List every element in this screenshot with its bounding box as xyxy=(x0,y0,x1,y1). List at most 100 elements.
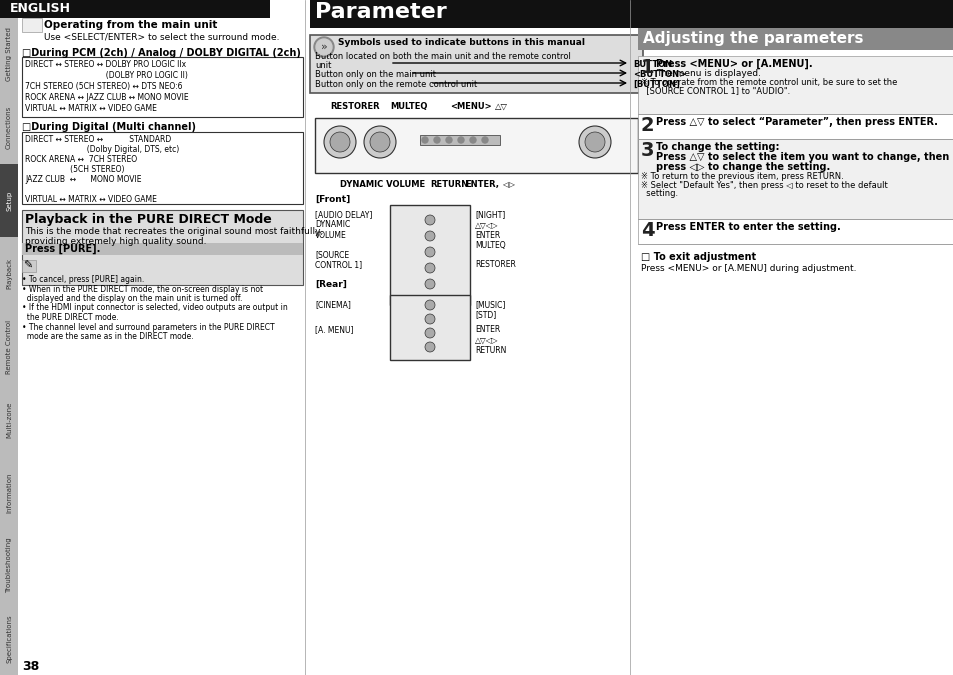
Text: Press <MENU> or [A.MENU].: Press <MENU> or [A.MENU]. xyxy=(656,59,812,70)
Text: Button only on the remote control unit: Button only on the remote control unit xyxy=(314,80,476,89)
Circle shape xyxy=(424,231,435,241)
Circle shape xyxy=(315,39,332,55)
Text: △▽: △▽ xyxy=(495,102,507,111)
Text: • To cancel, press [PURE] again.: • To cancel, press [PURE] again. xyxy=(22,275,144,284)
Text: Connections: Connections xyxy=(6,106,12,149)
Text: <BUTTON>: <BUTTON> xyxy=(633,70,685,79)
Text: ※ To return to the previous item, press RETURN.: ※ To return to the previous item, press … xyxy=(640,172,842,181)
Bar xyxy=(0,164,18,237)
Text: To change the setting:: To change the setting: xyxy=(656,142,779,152)
Text: mode are the same as in the DIRECT mode.: mode are the same as in the DIRECT mode. xyxy=(22,332,193,341)
Text: ※ Select "Default Yes", then press ◁ to reset to the default: ※ Select "Default Yes", then press ◁ to … xyxy=(640,180,887,190)
Circle shape xyxy=(584,132,604,152)
Text: ROCK ARENA ↔  7CH STEREO: ROCK ARENA ↔ 7CH STEREO xyxy=(25,155,137,164)
Text: 1: 1 xyxy=(640,58,654,77)
Bar xyxy=(310,0,644,28)
Circle shape xyxy=(424,328,435,338)
Bar xyxy=(0,602,18,675)
Circle shape xyxy=(457,137,463,143)
Text: Press ENTER to enter the setting.: Press ENTER to enter the setting. xyxy=(656,222,840,232)
Bar xyxy=(22,18,42,32)
Bar xyxy=(22,243,303,255)
Circle shape xyxy=(578,126,610,158)
Text: [Rear]: [Rear] xyxy=(314,280,347,289)
Text: Symbols used to indicate buttons in this manual: Symbols used to indicate buttons in this… xyxy=(337,38,584,47)
Text: VIRTUAL ↔ MATRIX ↔ VIDEO GAME: VIRTUAL ↔ MATRIX ↔ VIDEO GAME xyxy=(25,195,156,204)
Text: Press <MENU> or [A.MENU] during adjustment.: Press <MENU> or [A.MENU] during adjustme… xyxy=(640,264,856,273)
Text: [CINEMA]: [CINEMA] xyxy=(314,300,351,309)
Text: 7CH STEREO (5CH STEREO) ↔ DTS NEO:6: 7CH STEREO (5CH STEREO) ↔ DTS NEO:6 xyxy=(25,82,182,91)
Circle shape xyxy=(424,342,435,352)
Circle shape xyxy=(370,132,390,152)
Text: • When in the PURE DIRECT mode, the on-screen display is not: • When in the PURE DIRECT mode, the on-s… xyxy=(22,284,263,294)
Text: »: » xyxy=(320,42,327,52)
Text: RETURN: RETURN xyxy=(430,180,468,189)
Circle shape xyxy=(446,137,452,143)
Text: 3: 3 xyxy=(640,141,654,160)
Text: DIRECT ↔ STEREO ↔           STANDARD: DIRECT ↔ STEREO ↔ STANDARD xyxy=(25,135,172,144)
Circle shape xyxy=(421,137,428,143)
Text: Troubleshooting: Troubleshooting xyxy=(6,538,12,593)
Text: RESTORER: RESTORER xyxy=(330,102,379,111)
Text: Press [PURE].: Press [PURE]. xyxy=(25,244,100,254)
Circle shape xyxy=(364,126,395,158)
Bar xyxy=(22,57,303,117)
Bar xyxy=(638,0,953,28)
Bar xyxy=(310,35,642,93)
Circle shape xyxy=(314,37,334,57)
Text: ◁▷: ◁▷ xyxy=(501,180,515,189)
Text: Playback in the PURE DIRECT Mode: Playback in the PURE DIRECT Mode xyxy=(25,213,272,226)
Text: [SOURCE
CONTROL 1]: [SOURCE CONTROL 1] xyxy=(314,250,362,269)
Text: VIRTUAL ↔ MATRIX ↔ VIDEO GAME: VIRTUAL ↔ MATRIX ↔ VIDEO GAME xyxy=(25,104,156,113)
Text: ENTER,: ENTER, xyxy=(464,180,498,189)
Bar xyxy=(638,28,953,50)
Text: (5CH STEREO): (5CH STEREO) xyxy=(25,165,125,174)
Text: ENGLISH: ENGLISH xyxy=(10,2,71,15)
Bar xyxy=(22,132,303,204)
Circle shape xyxy=(324,126,355,158)
Text: displayed and the display on the main unit is turned off.: displayed and the display on the main un… xyxy=(22,294,242,303)
Text: Getting Started: Getting Started xyxy=(6,28,12,82)
Text: [A. MENU]: [A. MENU] xyxy=(314,325,354,334)
Bar xyxy=(0,18,18,91)
Text: Specifications: Specifications xyxy=(6,614,12,663)
Circle shape xyxy=(424,314,435,324)
Bar xyxy=(0,91,18,164)
Text: ENTER
△▽◁▷
RETURN: ENTER △▽◁▷ RETURN xyxy=(475,325,506,355)
Text: • The channel level and surround parameters in the PURE DIRECT: • The channel level and surround paramet… xyxy=(22,323,274,331)
Text: RESTORER: RESTORER xyxy=(475,260,516,269)
Text: MULTEQ: MULTEQ xyxy=(390,102,427,111)
Text: the PURE DIRECT mode.: the PURE DIRECT mode. xyxy=(22,313,118,322)
Text: Adjusting the parameters: Adjusting the parameters xyxy=(642,31,862,46)
Text: This is the mode that recreates the original sound most faithfully,
providing ex: This is the mode that recreates the orig… xyxy=(25,227,323,246)
Text: □ To exit adjustment: □ To exit adjustment xyxy=(640,252,756,262)
Circle shape xyxy=(481,137,488,143)
Text: Remote Control: Remote Control xyxy=(6,319,12,373)
Text: JAZZ CLUB  ↔      MONO MOVIE: JAZZ CLUB ↔ MONO MOVIE xyxy=(25,175,141,184)
Bar xyxy=(419,135,499,145)
Text: Parameter: Parameter xyxy=(314,2,446,22)
Text: Press △▽ to select the item you want to change, then: Press △▽ to select the item you want to … xyxy=(656,152,948,162)
Text: Multi-zone: Multi-zone xyxy=(6,402,12,437)
Circle shape xyxy=(424,247,435,257)
Text: Information: Information xyxy=(6,472,12,513)
Text: BUTTON: BUTTON xyxy=(633,60,672,69)
Text: unit: unit xyxy=(314,61,331,70)
Bar xyxy=(314,118,638,173)
Circle shape xyxy=(424,215,435,225)
Bar xyxy=(0,310,18,383)
Text: ✎: ✎ xyxy=(23,261,32,271)
Text: Use <SELECT/ENTER> to select the surround mode.: Use <SELECT/ENTER> to select the surroun… xyxy=(44,32,279,41)
Text: [BUTTON]: [BUTTON] xyxy=(633,80,679,89)
Circle shape xyxy=(424,263,435,273)
Text: <MENU>: <MENU> xyxy=(450,102,491,111)
Text: [MUSIC]
[STD]: [MUSIC] [STD] xyxy=(475,300,505,319)
Text: Playback: Playback xyxy=(6,258,12,289)
Text: ROCK ARENA ↔ JAZZ CLUB ↔ MONO MOVIE: ROCK ARENA ↔ JAZZ CLUB ↔ MONO MOVIE xyxy=(25,93,189,102)
Text: Press △▽ to select “Parameter”, then press ENTER.: Press △▽ to select “Parameter”, then pre… xyxy=(656,117,937,127)
Bar xyxy=(22,260,36,272)
Circle shape xyxy=(470,137,476,143)
Bar xyxy=(390,205,470,305)
Bar xyxy=(638,56,953,114)
Text: (Dolby Digital, DTS, etc): (Dolby Digital, DTS, etc) xyxy=(25,145,179,154)
